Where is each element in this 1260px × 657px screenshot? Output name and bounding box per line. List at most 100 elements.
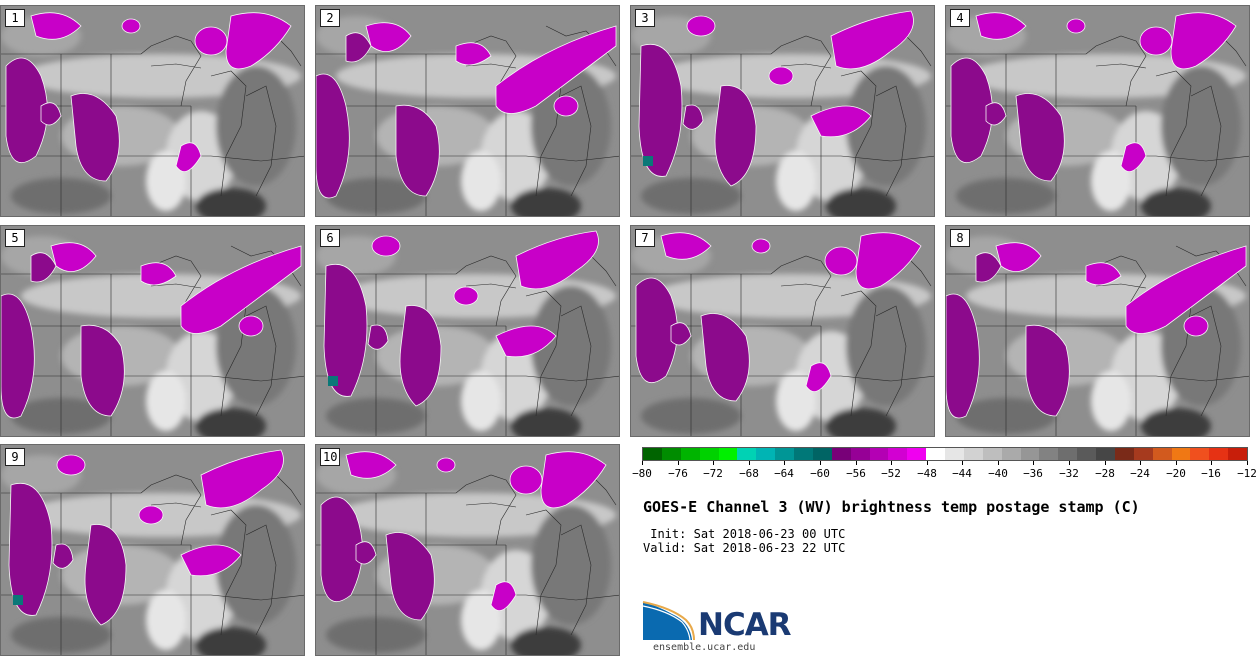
- colorbar-tick-label: −12: [1237, 467, 1257, 480]
- stamp-number: 5: [5, 229, 25, 247]
- colorbar-ticks: −80 −76 −72 −68 −64 −60 −56 −52 −48 −44 −40 −36 −32 −…: [632, 461, 1257, 483]
- colorbar-tick: [784, 461, 785, 465]
- colorbar-tick: [642, 461, 643, 465]
- init-time: Init: Sat 2018-06-23 00 UTC: [643, 527, 845, 541]
- colorbar-tick: [856, 461, 857, 465]
- colorbar-tick-label: −56: [846, 467, 866, 480]
- ncar-logo-icon: [642, 601, 695, 641]
- colorbar-tick: [749, 461, 750, 465]
- colorbar: [642, 447, 1248, 461]
- stamp-panel: 6: [315, 225, 620, 437]
- logo-url: ensemble.ucar.edu: [653, 642, 756, 653]
- colorbar-swatch: [1058, 448, 1078, 460]
- valid-value: Sat 2018-06-23 22 UTC: [693, 541, 846, 555]
- colorbar-swatch: [869, 448, 889, 460]
- stamp-panel: 3: [630, 5, 935, 217]
- colorbar-tick-label: −80: [632, 467, 652, 480]
- colorbar-swatch: [963, 448, 983, 460]
- stamp-number: 7: [635, 229, 655, 247]
- stamp-panel: 8: [945, 225, 1250, 437]
- init-value: Sat 2018-06-23 00 UTC: [693, 527, 846, 541]
- colorbar-swatch: [737, 448, 757, 460]
- stamp-number: 2: [320, 9, 340, 27]
- stamp-number: 4: [950, 9, 970, 27]
- colorbar-swatch: [680, 448, 700, 460]
- stamp-number: 10: [320, 448, 341, 466]
- colorbar-tick: [962, 461, 963, 465]
- colorbar-tick: [998, 461, 999, 465]
- colorbar-tick: [1211, 461, 1212, 465]
- stamp-number: 8: [950, 229, 970, 247]
- colorbar-tick-label: −20: [1166, 467, 1186, 480]
- colorbar-swatch: [1209, 448, 1229, 460]
- colorbar-tick: [891, 461, 892, 465]
- colorbar-swatch: [1133, 448, 1153, 460]
- colorbar-swatch: [1001, 448, 1021, 460]
- colorbar-swatch: [661, 448, 681, 460]
- colorbar-swatch: [775, 448, 794, 460]
- stamp-number: 3: [635, 9, 655, 27]
- colorbar-swatch: [1039, 448, 1059, 460]
- colorbar-swatch: [1077, 448, 1096, 460]
- colorbar-tick: [1105, 461, 1106, 465]
- colorbar-swatch: [982, 448, 1002, 460]
- colorbar-swatch: [1020, 448, 1040, 460]
- stamp-panel: 4: [945, 5, 1250, 217]
- colorbar-tick: [1069, 461, 1070, 465]
- colorbar-tick-label: −76: [668, 467, 688, 480]
- colorbar-swatch: [1114, 448, 1134, 460]
- colorbar-tick: [820, 461, 821, 465]
- colorbar-swatch: [1228, 448, 1247, 460]
- colorbar-tick-label: −16: [1201, 467, 1221, 480]
- colorbar-tick-label: −72: [703, 467, 723, 480]
- colorbar-tick-label: −36: [1023, 467, 1043, 480]
- stamp-panel: 7: [630, 225, 935, 437]
- logo-word: NCAR: [698, 607, 792, 643]
- stamp-number: 9: [5, 448, 25, 466]
- colorbar-swatch: [850, 448, 870, 460]
- stamp-panel: 9: [0, 444, 305, 656]
- colorbar-tick: [1033, 461, 1034, 465]
- colorbar-swatch: [756, 448, 776, 460]
- colorbar-tick: [713, 461, 714, 465]
- colorbar-tick: [678, 461, 679, 465]
- colorbar-tick-label: −48: [917, 467, 937, 480]
- colorbar-tick: [1176, 461, 1177, 465]
- colorbar-tick-label: −44: [952, 467, 972, 480]
- colorbar-tick-label: −52: [881, 467, 901, 480]
- colorbar-swatch: [945, 448, 964, 460]
- colorbar-swatch: [812, 448, 832, 460]
- valid-time: Valid: Sat 2018-06-23 22 UTC: [643, 541, 845, 555]
- colorbar-tick: [1140, 461, 1141, 465]
- colorbar-swatch: [907, 448, 927, 460]
- stamp-panel: 10: [315, 444, 620, 656]
- stamp-panel: 5: [0, 225, 305, 437]
- colorbar-swatch: [794, 448, 813, 460]
- stamp-number: 6: [320, 229, 340, 247]
- colorbar-swatch: [926, 448, 945, 460]
- colorbar-swatch: [831, 448, 851, 460]
- colorbar-tick-label: −60: [810, 467, 830, 480]
- colorbar-swatch: [888, 448, 908, 460]
- colorbar-swatch: [1171, 448, 1191, 460]
- figure-title: GOES-E Channel 3 (WV) brightness temp po…: [643, 498, 1140, 516]
- init-label: Init:: [643, 527, 687, 541]
- stamp-panel: 1: [0, 5, 305, 217]
- colorbar-tick-label: −24: [1130, 467, 1150, 480]
- colorbar-swatch: [1096, 448, 1115, 460]
- colorbar-swatch: [1190, 448, 1210, 460]
- colorbar-tick-label: −28: [1095, 467, 1115, 480]
- colorbar-swatch: [718, 448, 738, 460]
- colorbar-swatch: [699, 448, 719, 460]
- colorbar-tick-label: −64: [774, 467, 794, 480]
- colorbar-tick-label: −68: [739, 467, 759, 480]
- stamp-number: 1: [5, 9, 25, 27]
- valid-label: Valid:: [643, 541, 687, 555]
- colorbar-tick: [1247, 461, 1248, 465]
- stamp-panel: 2: [315, 5, 620, 217]
- colorbar-tick: [927, 461, 928, 465]
- colorbar-swatch: [1152, 448, 1172, 460]
- colorbar-swatch: [643, 448, 662, 460]
- colorbar-tick-label: −40: [988, 467, 1008, 480]
- colorbar-tick-label: −32: [1059, 467, 1079, 480]
